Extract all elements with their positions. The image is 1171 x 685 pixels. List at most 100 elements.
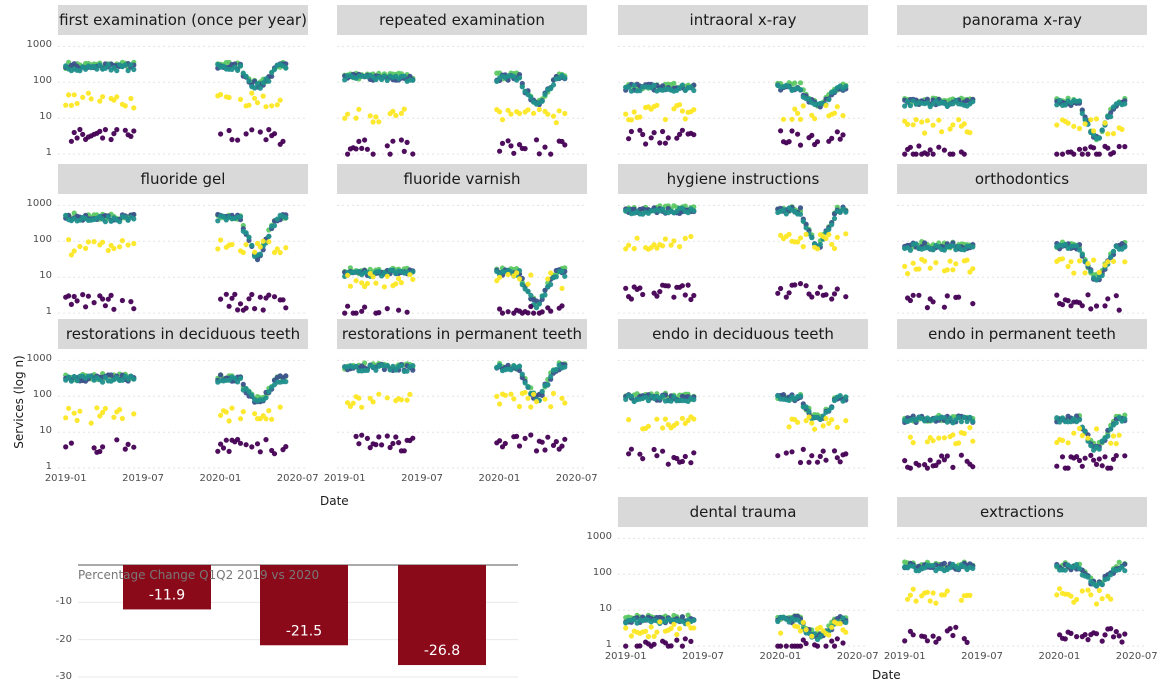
data-point (809, 633, 815, 639)
data-point (786, 290, 792, 296)
data-point (1099, 463, 1105, 469)
data-point (362, 304, 368, 310)
data-point (950, 151, 956, 157)
data-point (266, 233, 272, 239)
data-point (775, 453, 781, 459)
data-point (778, 128, 784, 134)
data-point (1122, 453, 1128, 459)
data-point (131, 240, 137, 247)
data-point (1088, 306, 1094, 312)
y-tick-label: 100 (32, 234, 52, 246)
data-point (235, 436, 241, 443)
data-point (117, 407, 123, 413)
x-tick-label: 2020-07 (836, 651, 879, 662)
data-point (902, 263, 908, 269)
data-point (269, 103, 275, 109)
data-point (266, 292, 272, 298)
data-point (1088, 268, 1094, 274)
facet-strip: fluoride varnish (337, 164, 587, 194)
data-point (829, 222, 835, 228)
data-point (843, 619, 849, 626)
data-point (226, 303, 232, 309)
data-point (626, 451, 632, 457)
data-point (522, 435, 528, 441)
data-point (628, 446, 634, 452)
data-point (410, 363, 416, 369)
data-point (922, 462, 928, 468)
data-point (797, 393, 804, 399)
data-point (342, 310, 348, 316)
data-point (668, 398, 674, 404)
data-point (539, 392, 545, 398)
data-point (1091, 457, 1097, 463)
data-point (254, 100, 261, 106)
data-point (131, 411, 137, 417)
data-point (277, 97, 283, 103)
data-point (640, 131, 646, 138)
data-point (682, 116, 688, 122)
data-point (1085, 587, 1091, 593)
data-point (829, 624, 835, 630)
data-point (68, 301, 74, 307)
data-point (922, 634, 928, 640)
data-point (1065, 120, 1071, 126)
data-point (283, 215, 289, 221)
data-point (1102, 262, 1108, 268)
data-point (559, 268, 565, 274)
data-point (843, 231, 849, 237)
facet-plot (58, 204, 308, 314)
data-point (345, 303, 351, 309)
data-point (1085, 574, 1091, 580)
data-point (545, 381, 551, 388)
facet-strip: restorations in permanent teeth (337, 319, 587, 349)
data-point (817, 624, 823, 630)
data-point (77, 68, 83, 74)
data-point (514, 270, 520, 276)
data-point (1059, 302, 1066, 308)
data-point (688, 233, 694, 240)
data-point (812, 426, 818, 432)
data-point (85, 239, 91, 245)
data-point (1096, 151, 1102, 157)
data-point (837, 459, 843, 465)
data-point (235, 67, 241, 73)
y-tick-label: 10 (39, 111, 52, 123)
data-point (1110, 258, 1117, 264)
data-point (1065, 298, 1071, 304)
data-point (497, 274, 503, 280)
data-point (941, 457, 947, 463)
data-point (100, 379, 106, 385)
data-point (797, 211, 804, 217)
data-point (919, 119, 925, 125)
data-point (643, 141, 649, 147)
data-point (840, 640, 846, 646)
data-point (922, 240, 928, 246)
data-point (266, 78, 272, 84)
y-tick-label: 1 (45, 306, 52, 318)
data-point (1110, 131, 1117, 137)
data-point (668, 643, 674, 649)
data-point (1071, 270, 1077, 276)
data-point (393, 367, 399, 373)
data-point (626, 417, 632, 423)
data-point (243, 73, 249, 79)
data-point (536, 151, 542, 157)
data-point (654, 416, 660, 422)
data-point (119, 238, 125, 244)
data-point (1076, 125, 1083, 132)
data-point (970, 244, 976, 250)
data-point (958, 597, 964, 603)
data-point (263, 104, 269, 110)
x-tick-label: 2019-01 (44, 473, 87, 484)
data-point (797, 281, 804, 287)
data-point (829, 417, 835, 423)
data-point (539, 439, 545, 445)
data-point (393, 112, 399, 119)
data-point (88, 373, 94, 379)
data-point (220, 445, 227, 451)
data-point (528, 94, 534, 100)
data-point (345, 272, 351, 278)
data-point (1122, 416, 1128, 422)
data-point (410, 151, 416, 157)
facet-plot (337, 45, 587, 157)
